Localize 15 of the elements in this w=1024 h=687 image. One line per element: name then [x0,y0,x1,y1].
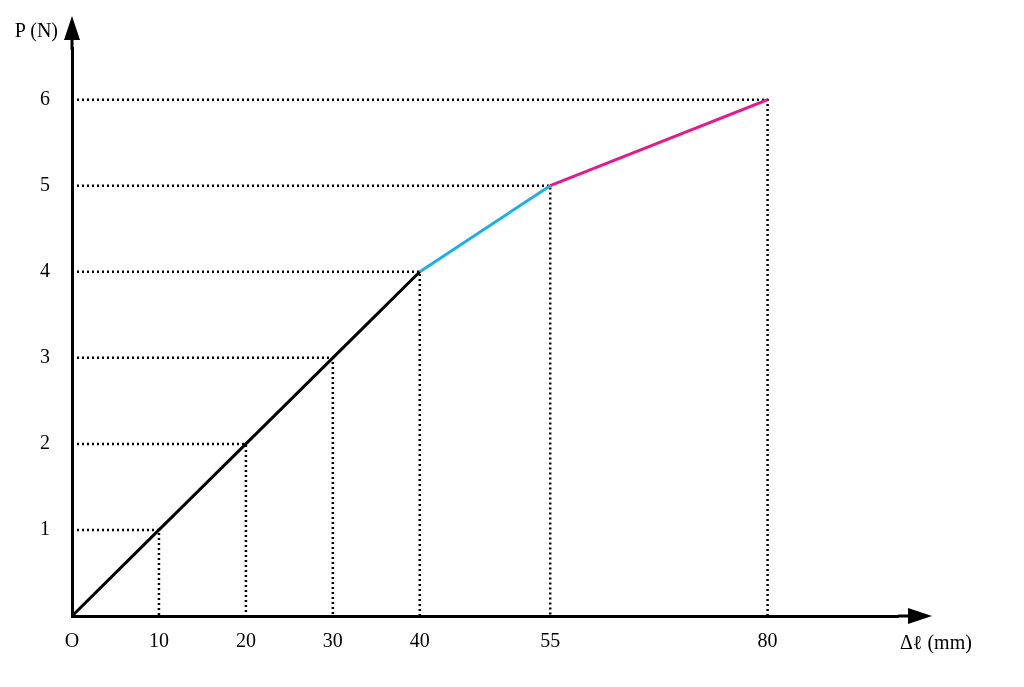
y-axis-title: P (N) [14,19,58,43]
y-tick-label: 1 [40,517,50,540]
x-tick-label: 20 [235,629,256,652]
y-tick-label: 3 [40,345,50,368]
y-tick-label: 2 [40,431,50,454]
y-tick-label: 4 [40,259,50,282]
x-tick-label: O [64,629,80,652]
x-tick-label: 55 [540,629,561,652]
x-tick-label: 10 [148,629,169,652]
x-tick-label: 80 [757,629,778,652]
y-tick-label: 6 [40,86,50,109]
x-axis-title: Δℓ (mm) [900,631,972,655]
y-tick-label: 5 [40,172,50,195]
x-tick-label: 30 [322,629,343,652]
x-tick-label: 40 [409,629,430,652]
